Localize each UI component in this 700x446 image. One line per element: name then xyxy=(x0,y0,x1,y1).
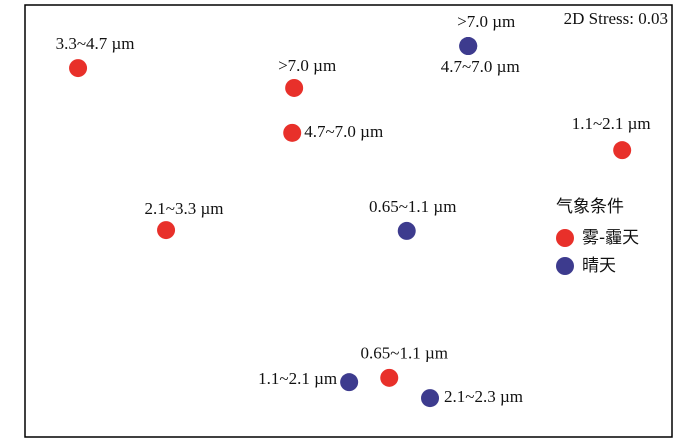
legend-label: 晴天 xyxy=(582,256,616,276)
point-label: 3.3~4.7 µm xyxy=(56,34,135,53)
point xyxy=(69,59,88,78)
point xyxy=(157,221,176,240)
point-label: 2.1~3.3 µm xyxy=(145,199,224,218)
legend-title: 气象条件 xyxy=(556,197,624,217)
point-label: 0.65~1.1 µm xyxy=(369,197,456,216)
legend-label: 雾-霾天 xyxy=(582,228,639,248)
legend-marker xyxy=(556,229,574,247)
point-label: 0.65~1.1 µm xyxy=(361,344,448,363)
point xyxy=(459,37,478,56)
point-label: 1.1~2.1 µm xyxy=(572,114,651,133)
stress-annotation: 2D Stress: 0.03 xyxy=(564,9,668,28)
point-label: 4.7~7.0 µm xyxy=(304,122,383,141)
point-label: 2.1~2.3 µm xyxy=(444,387,523,406)
point xyxy=(421,389,440,408)
point-label: >7.0 µm xyxy=(457,12,515,31)
plot-frame xyxy=(24,4,673,438)
point-label: >7.0 µm xyxy=(278,56,336,75)
point xyxy=(283,123,302,142)
point-label: 4.7~7.0 µm xyxy=(441,57,520,76)
point xyxy=(397,221,416,240)
point-label: 1.1~2.1 µm xyxy=(258,369,337,388)
point xyxy=(285,78,304,97)
point xyxy=(380,368,399,387)
point xyxy=(340,373,359,392)
point xyxy=(613,141,632,160)
legend-marker xyxy=(556,257,574,275)
